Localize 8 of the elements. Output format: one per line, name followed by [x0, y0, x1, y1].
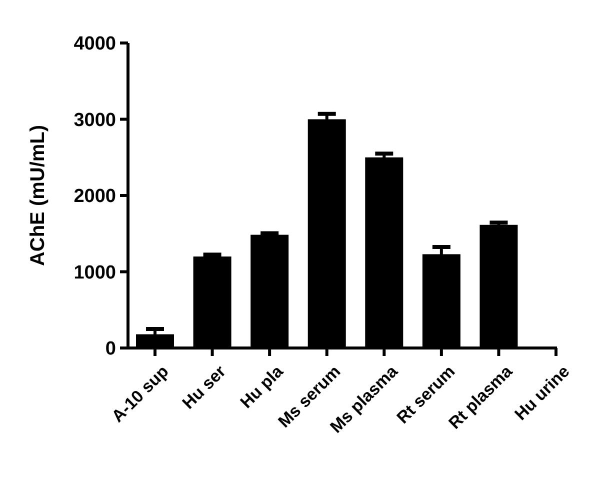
x-tick-label: Hu pla — [236, 361, 288, 412]
y-tick-label: 3000 — [74, 110, 116, 131]
y-tick-label: 1000 — [74, 262, 116, 284]
y-tick-label: 0 — [105, 338, 116, 360]
y-tick-label: 2000 — [74, 186, 116, 208]
y-tick-label: 4000 — [74, 34, 116, 55]
x-tick-label: Hu ser — [178, 362, 230, 413]
y-axis-title: AChE (mU/mL) — [27, 124, 49, 266]
